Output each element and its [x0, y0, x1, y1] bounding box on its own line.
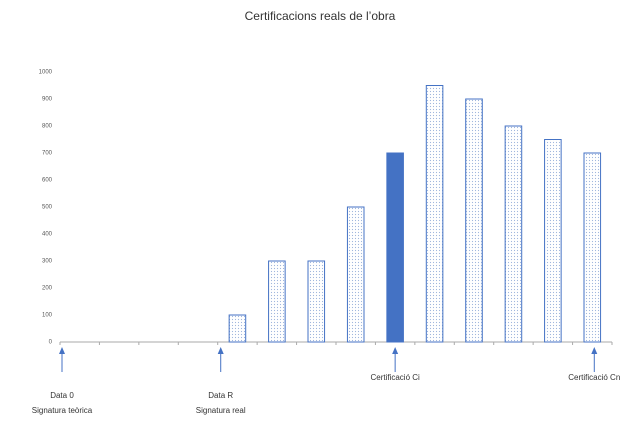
y-tick-label: 300 [42, 259, 53, 265]
chart-title: Certificacions reals de l’obra [245, 9, 396, 23]
bar [307, 260, 326, 343]
arrow-head [59, 347, 65, 354]
y-tick-label: 1000 [39, 70, 53, 76]
annotation: Signatura real [196, 406, 246, 415]
bar [268, 260, 286, 343]
bar [386, 152, 404, 343]
bar [583, 152, 602, 343]
annotation: Certificació Ci [370, 373, 420, 382]
y-tick-label: 200 [42, 286, 53, 292]
bar [346, 206, 365, 343]
arrow-head [392, 347, 399, 354]
y-tick-label: 900 [42, 97, 53, 103]
bar [425, 85, 444, 343]
annotation: Certificació Cn [568, 373, 620, 382]
y-tick-label: 600 [42, 178, 53, 184]
arrow-head [591, 347, 598, 354]
y-tick-label: 400 [42, 232, 53, 238]
bar [504, 125, 523, 343]
y-tick-label: 500 [42, 205, 53, 211]
arrow-head [217, 347, 224, 354]
y-tick-label: 700 [42, 151, 53, 157]
y-tick-label: 800 [42, 124, 53, 130]
annotation: Signatura teòrica [32, 406, 93, 415]
annotation: Data R [208, 391, 233, 400]
y-tick-label: 100 [42, 313, 53, 319]
y-tick-label: 0 [49, 340, 53, 346]
bar [544, 139, 562, 343]
annotation: Data 0 [50, 391, 74, 400]
bar [465, 98, 483, 343]
bar [228, 314, 247, 343]
